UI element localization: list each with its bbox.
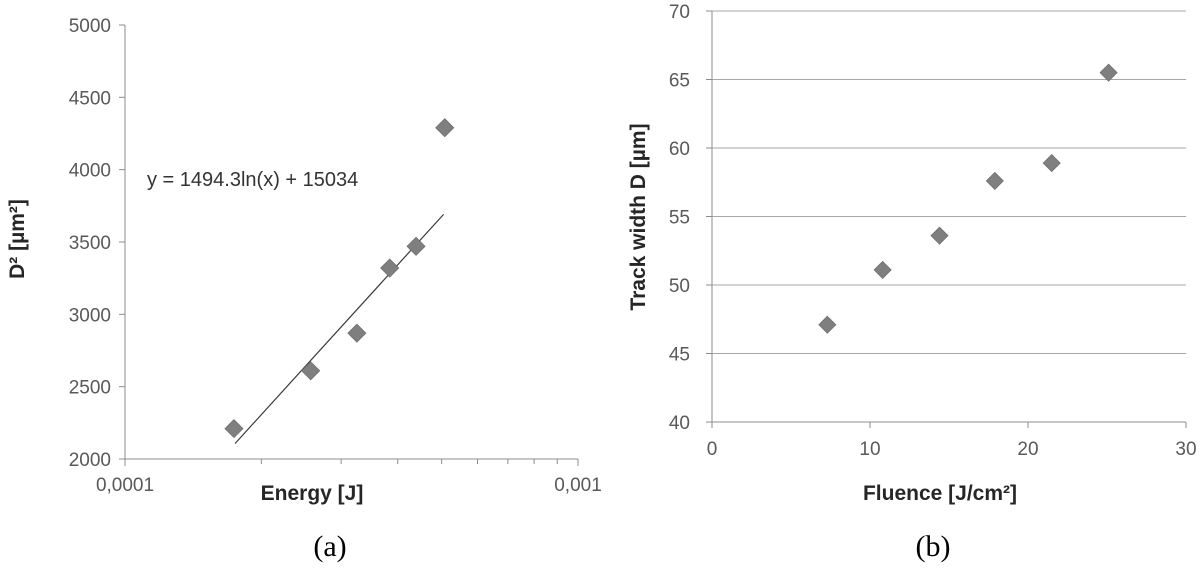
panel-a-y-tick-label: 4500 bbox=[69, 88, 111, 109]
panel-b-points bbox=[818, 63, 1118, 334]
panel-a-y-tick-label: 3000 bbox=[69, 305, 111, 326]
panel-a-y-tick-label: 2000 bbox=[69, 450, 111, 471]
panel-a-y-tick-label: 5000 bbox=[69, 16, 111, 37]
panel-b-x-tick-label: 30 bbox=[1175, 439, 1196, 460]
panel-b-y-tick-label: 70 bbox=[669, 2, 690, 23]
panel-a-y-tick-label: 2500 bbox=[69, 378, 111, 399]
panel-b-caption: (b) bbox=[916, 530, 951, 563]
panel-b-y-tick-label: 50 bbox=[669, 276, 690, 297]
panel-a-axes bbox=[119, 24, 579, 466]
panel-a-data-point bbox=[347, 323, 367, 343]
panel-b-y-tick-label: 55 bbox=[669, 208, 690, 229]
panel-a-caption: (a) bbox=[313, 530, 346, 563]
panel-b-y-tick-label: 45 bbox=[669, 345, 690, 366]
panel-a-points bbox=[224, 118, 455, 439]
panel-b-y-tick-label: 60 bbox=[669, 139, 690, 160]
panel-a-data-point bbox=[435, 118, 455, 138]
panel-b-x-axis-title: Fluence [J/cm²] bbox=[863, 482, 1017, 505]
panel-a-x-tick-label: 0,001 bbox=[554, 475, 602, 496]
panel-a-x-axis-title: Energy [J] bbox=[261, 482, 364, 505]
panel-a-data-point bbox=[301, 361, 321, 381]
panel-a-y-tick-label: 4000 bbox=[69, 161, 111, 182]
panel-b-data-point bbox=[818, 315, 837, 334]
panel-b-tick-labels: 40 45 50 55 60 65 70 0 10 20 30 bbox=[669, 2, 1197, 460]
panel-b-y-axis-title: Track width D [µm] bbox=[627, 123, 650, 310]
panel-a-data-point bbox=[380, 258, 400, 278]
panel-b-data-point bbox=[985, 171, 1004, 190]
panel-b-data-point bbox=[1042, 154, 1061, 173]
panel-b-gridlines bbox=[712, 10, 1186, 354]
panel-a-y-axis-title: D² [µm²] bbox=[6, 199, 29, 279]
trendline-equation: y = 1494.3ln(x) + 15034 bbox=[147, 169, 358, 191]
panel-b-x-tick-label: 0 bbox=[707, 439, 718, 460]
panel-a-x-tick-label: 0,0001 bbox=[96, 475, 154, 496]
panel-b-x-tick-label: 20 bbox=[1017, 439, 1038, 460]
panel-b-x-tick-label: 10 bbox=[859, 439, 880, 460]
panel-a-data-point bbox=[406, 236, 426, 256]
panel-b-chart: 40 45 50 55 60 65 70 0 10 20 30 Fluence [J/cm²] Tr… bbox=[627, 2, 1197, 563]
panel-b-y-tick-label: 65 bbox=[669, 71, 690, 92]
panel-a-tick-labels: 2000 2500 3000 3500 4000 4500 5000 0,0001 0,001 bbox=[69, 16, 602, 496]
panel-a-trendline bbox=[234, 213, 445, 444]
panel-a-data-point bbox=[224, 419, 244, 439]
panel-b-data-point bbox=[930, 226, 949, 245]
panel-b-y-tick-label: 40 bbox=[669, 413, 690, 434]
panel-b-data-point bbox=[873, 260, 892, 279]
panel-a-y-tick-label: 3500 bbox=[69, 233, 111, 254]
panel-b-data-point bbox=[1099, 63, 1118, 82]
panel-b-axes bbox=[706, 10, 1187, 428]
panel-a-trendline-path bbox=[234, 213, 445, 444]
